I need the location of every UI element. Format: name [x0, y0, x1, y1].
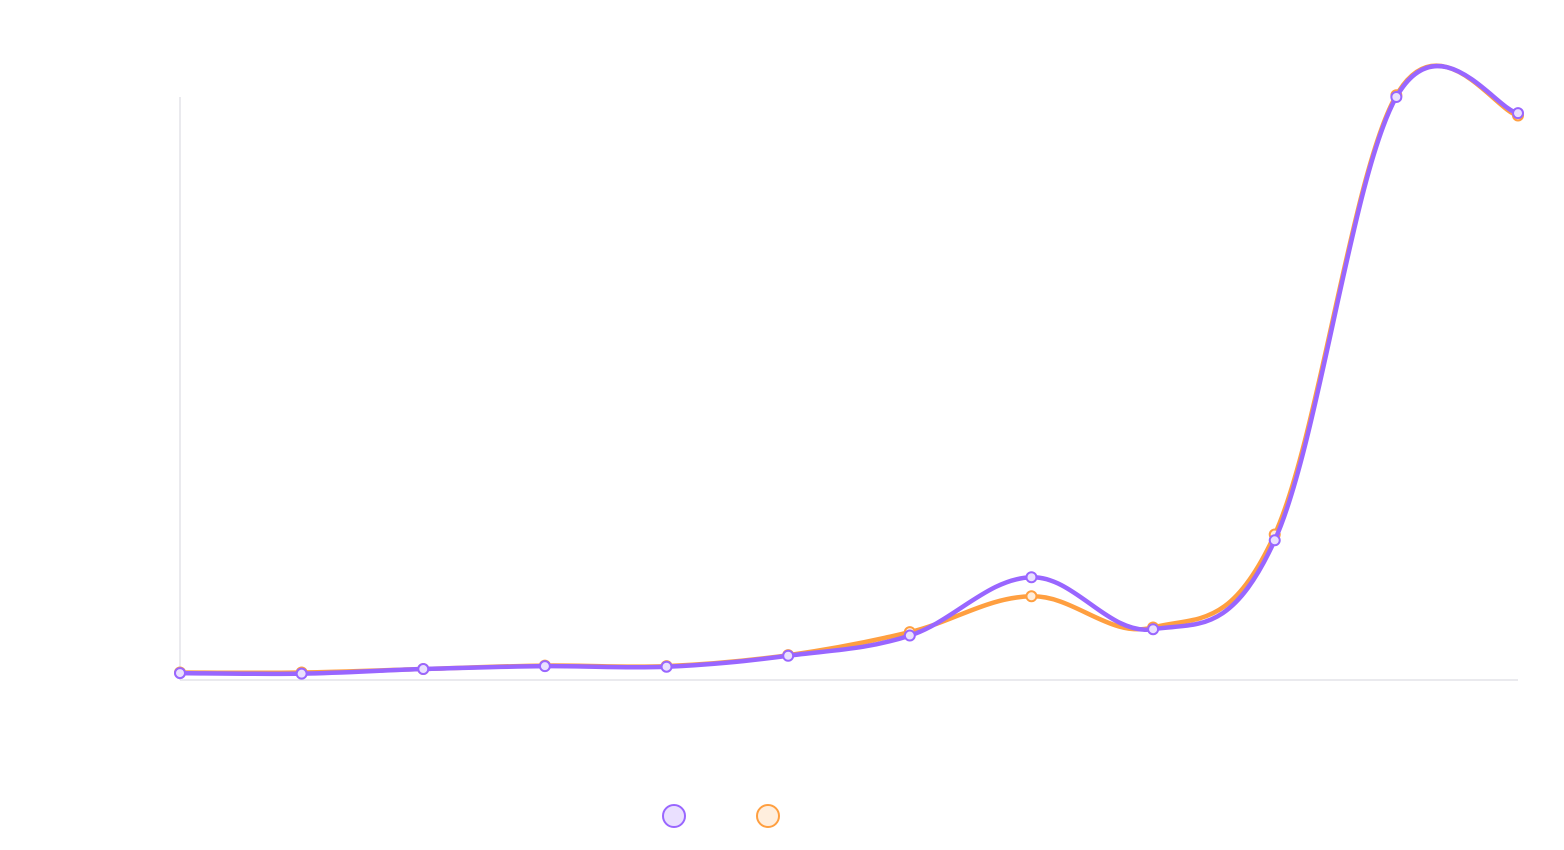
series-1-point-12[interactable]	[1512, 107, 1524, 120]
series-1-point-7[interactable]	[903, 629, 916, 642]
series-1-point-4[interactable]	[538, 660, 551, 673]
series-1-point-6[interactable]	[782, 649, 795, 662]
series-1	[174, 64, 1524, 680]
series-2-line	[177, 63, 1521, 676]
series-1-point-8[interactable]	[1025, 571, 1038, 584]
series-1-point-1[interactable]	[174, 667, 186, 680]
legend-item-series-1[interactable]	[662, 804, 686, 828]
series-1-point-3[interactable]	[417, 663, 430, 676]
series-1-point-5[interactable]	[660, 660, 673, 673]
series-1-point-2[interactable]	[295, 667, 308, 680]
series-2-point-8[interactable]	[1025, 590, 1038, 603]
legend-item-series-2[interactable]	[756, 804, 780, 828]
series-1-point-10[interactable]	[1268, 534, 1281, 547]
series-1-point-9[interactable]	[1147, 623, 1160, 636]
series-layer	[174, 63, 1524, 680]
series-1-point-11[interactable]	[1390, 91, 1403, 103]
series-1-line	[177, 64, 1521, 677]
legend[interactable]	[662, 804, 780, 828]
